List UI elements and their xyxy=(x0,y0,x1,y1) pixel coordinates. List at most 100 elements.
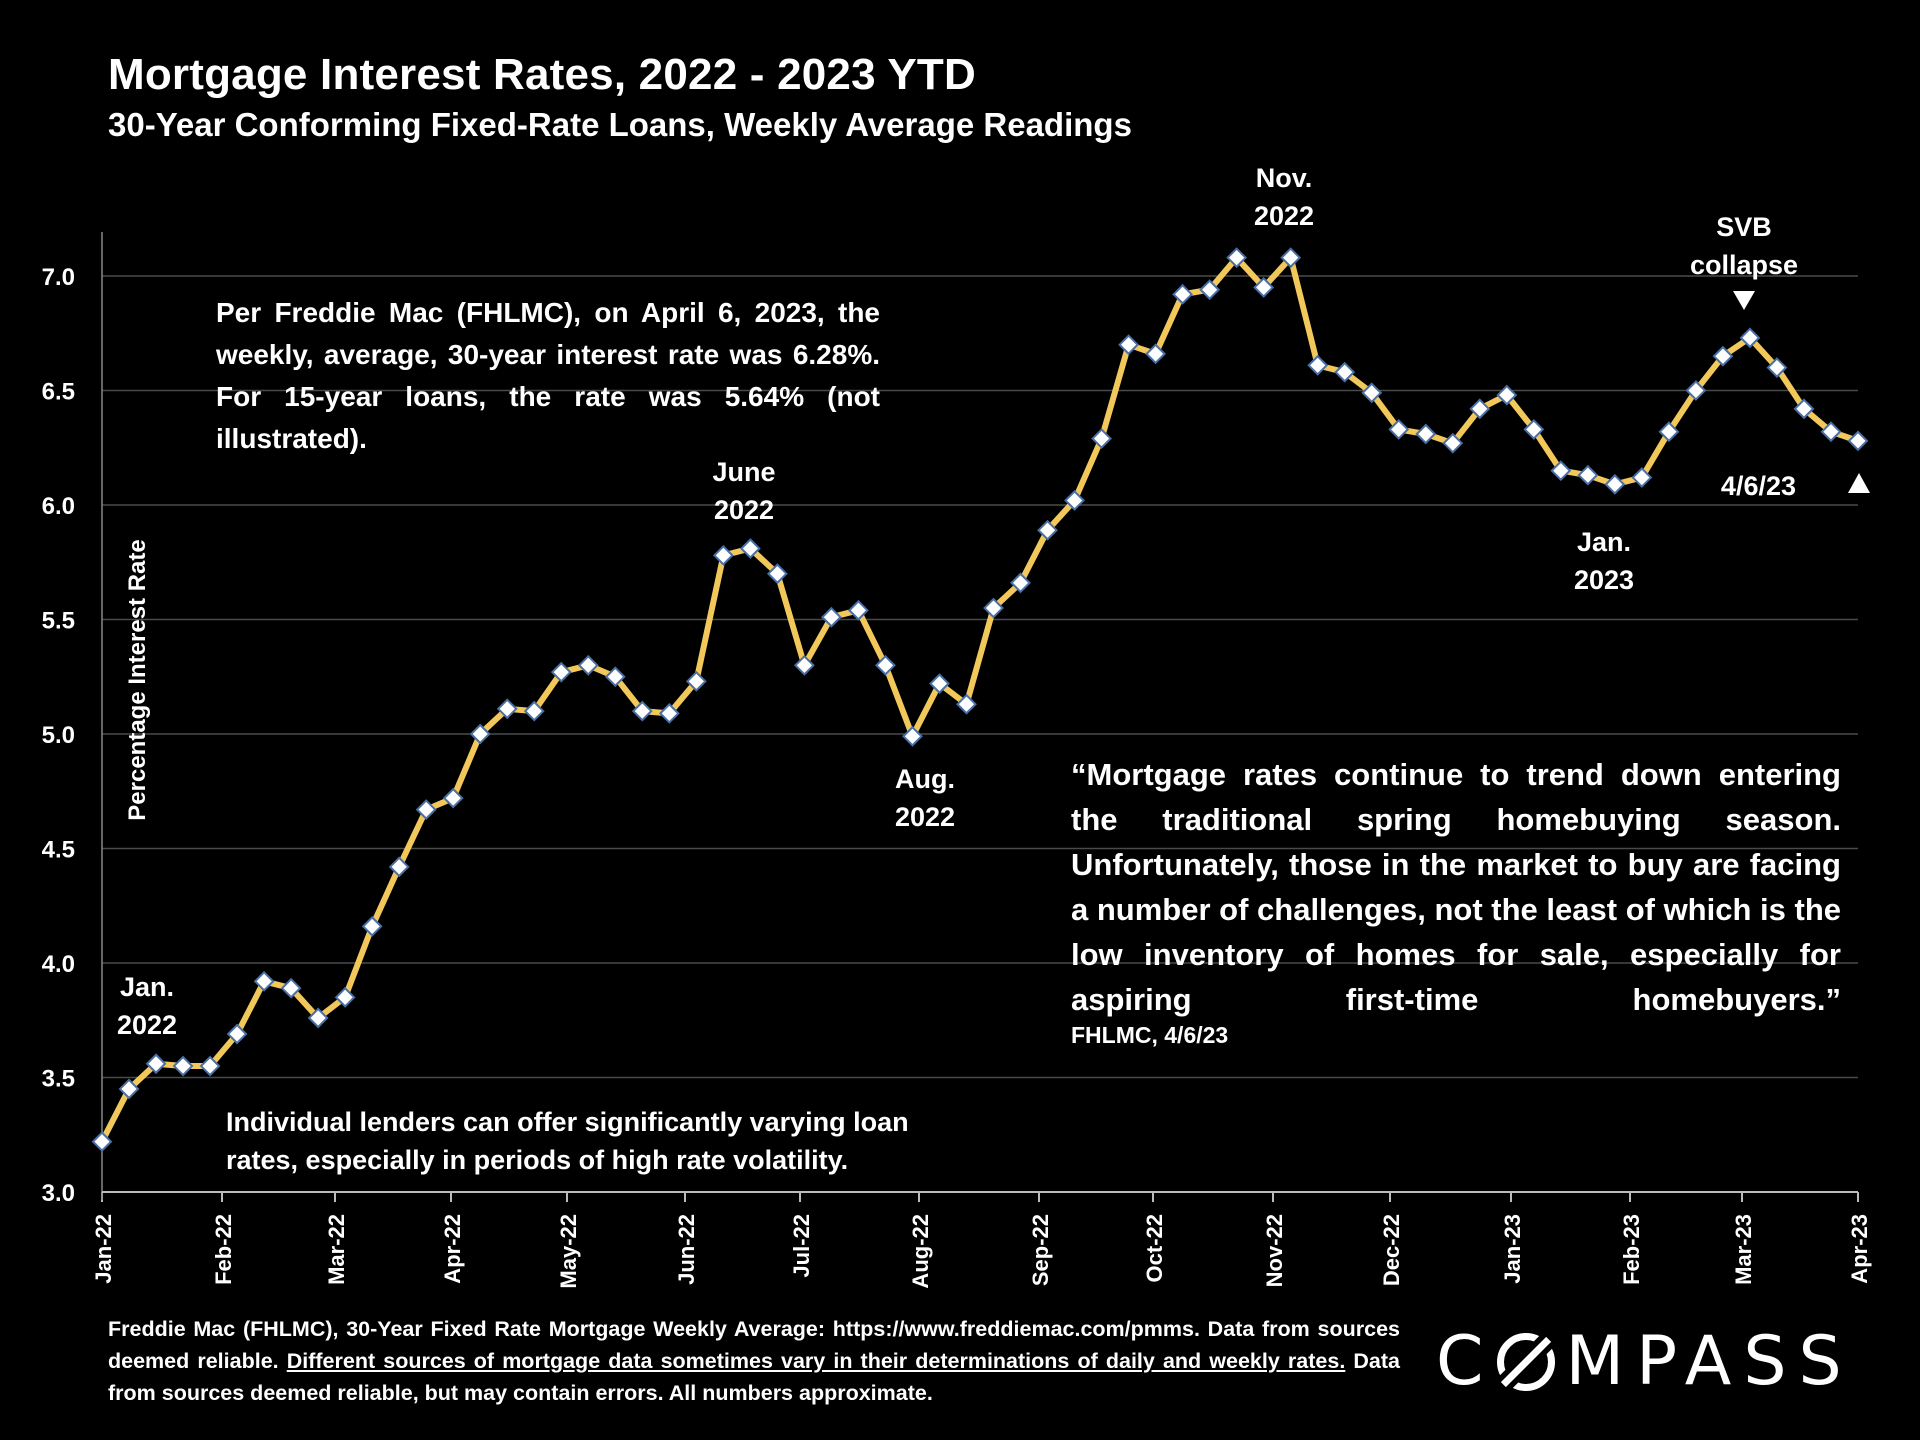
logo-compass-o-icon xyxy=(1497,1332,1556,1391)
data-point xyxy=(1712,345,1734,367)
y-axis-label: Percentage Interest Rate xyxy=(124,539,151,820)
data-point xyxy=(1631,467,1653,488)
data-point xyxy=(1118,334,1139,356)
x-tick-label: Jun-22 xyxy=(674,1214,699,1285)
chart-title: Mortgage Interest Rates, 2022 - 2023 YTD xyxy=(108,50,976,99)
y-tick-label: 5.0 xyxy=(42,722,75,749)
data-point xyxy=(712,544,734,566)
data-point xyxy=(604,666,626,688)
x-tick-label: Apr-22 xyxy=(440,1214,465,1284)
data-point xyxy=(902,725,923,747)
data-markers xyxy=(91,247,1869,1153)
data-point xyxy=(496,698,518,720)
annotation-label: Nov. xyxy=(1256,163,1313,193)
x-tick-label: Mar-23 xyxy=(1731,1214,1756,1285)
data-point xyxy=(739,538,761,559)
chart-annotations: Jan. 2022 June 2022 Aug. 2022 Nov. 2022 Jan. 2023… xyxy=(117,163,1870,1040)
annotation-label: 2023 xyxy=(1574,565,1634,595)
data-point xyxy=(118,1078,140,1100)
x-tick-label: Apr-23 xyxy=(1847,1214,1872,1284)
y-tick-label: 6.5 xyxy=(42,379,75,406)
data-point xyxy=(577,654,599,676)
data-point xyxy=(1280,247,1302,269)
logo-letters-mpass: MPASS xyxy=(1565,1322,1854,1401)
source-footer: Freddie Mac (FHLMC), 30-Year Fixed Rate … xyxy=(108,1313,1400,1409)
data-point xyxy=(199,1055,221,1077)
annotation-label: 4/6/23 xyxy=(1721,471,1796,501)
x-tick-label: Sep-22 xyxy=(1028,1214,1053,1286)
y-tick-label: 6.0 xyxy=(42,493,75,520)
data-point xyxy=(145,1053,167,1075)
footer-text-1: Freddie Mac (FHLMC), 30-Year Fixed Rate … xyxy=(108,1317,1400,1373)
data-point xyxy=(307,1007,329,1029)
data-point xyxy=(1307,354,1329,376)
annotation-label: June xyxy=(712,457,775,487)
data-point xyxy=(1685,380,1707,401)
data-point xyxy=(1550,460,1572,482)
fhlmc-quote: “Mortgage rates continue to trend down e… xyxy=(1071,757,1841,1017)
data-point xyxy=(1064,490,1085,511)
data-point xyxy=(415,799,437,820)
footer-underlined-text: Different sources of mortgage data somet… xyxy=(286,1349,1346,1373)
data-point xyxy=(550,661,572,683)
data-point xyxy=(1226,247,1248,269)
data-point xyxy=(1145,343,1167,365)
data-point xyxy=(956,693,977,715)
y-tick-label: 5.5 xyxy=(42,608,75,635)
data-point xyxy=(766,563,788,585)
x-axis-ticks: Jan-22 Feb-22 Mar-22 Apr-22 May-22 Jun-22 Jul-… xyxy=(91,1192,1872,1289)
data-point xyxy=(388,856,410,878)
data-point xyxy=(1739,327,1761,349)
data-point xyxy=(631,700,653,722)
x-tick-label: Aug-22 xyxy=(908,1214,933,1289)
data-point xyxy=(1388,419,1410,440)
x-tick-label: May-22 xyxy=(556,1214,581,1289)
data-point xyxy=(875,654,896,676)
data-point xyxy=(1469,398,1491,420)
data-point xyxy=(1793,398,1815,420)
annotation-label: 2022 xyxy=(117,1010,177,1040)
data-point xyxy=(172,1055,194,1077)
data-point xyxy=(1847,430,1869,452)
data-point xyxy=(1172,283,1194,305)
data-point xyxy=(1010,572,1031,594)
chart-subtitle: 30-Year Conforming Fixed-Rate Loans, Wee… xyxy=(108,106,1132,143)
data-point xyxy=(658,702,680,724)
data-point xyxy=(523,700,545,722)
annotation-label: collapse xyxy=(1690,250,1798,280)
data-point xyxy=(469,723,491,745)
data-point xyxy=(442,787,464,809)
lenders-note: Individual lenders can offer significant… xyxy=(226,1107,909,1175)
x-tick-label: Feb-22 xyxy=(211,1214,236,1285)
svb-down-triangle-icon xyxy=(1733,291,1755,310)
annotation-label: 2022 xyxy=(895,802,955,832)
y-tick-label: 4.5 xyxy=(42,837,75,864)
data-point xyxy=(1199,279,1221,301)
data-point xyxy=(1496,384,1518,406)
data-point xyxy=(361,915,383,937)
data-point xyxy=(685,670,707,692)
gridlines xyxy=(102,275,1858,1079)
logo-letter-c: C xyxy=(1436,1322,1496,1401)
annotation-label: Jan. xyxy=(120,972,174,1002)
annotation-label: Jan. xyxy=(1577,527,1631,557)
y-tick-label: 7.0 xyxy=(42,264,75,291)
data-point xyxy=(1253,277,1275,298)
x-tick-label: Feb-23 xyxy=(1619,1214,1644,1285)
x-tick-label: Jul-22 xyxy=(789,1214,814,1278)
quote-source: FHLMC, 4/6/23 xyxy=(1071,1022,1229,1048)
x-tick-label: Jan-23 xyxy=(1500,1214,1525,1284)
data-point xyxy=(1037,519,1058,541)
data-point xyxy=(1442,432,1464,454)
annotation-label: 2022 xyxy=(1254,201,1314,231)
data-point xyxy=(1820,421,1842,443)
data-point xyxy=(929,673,950,695)
data-point xyxy=(821,606,842,628)
x-tick-label: Dec-22 xyxy=(1379,1214,1404,1286)
axes xyxy=(101,232,1858,1200)
data-point xyxy=(1604,473,1626,495)
y-axis-ticks: 3.0 3.5 4.0 4.5 5.0 5.5 6.0 6.5 7.0 xyxy=(42,264,75,1207)
data-point xyxy=(334,986,356,1008)
data-point xyxy=(91,1131,113,1153)
data-point xyxy=(1658,421,1680,443)
